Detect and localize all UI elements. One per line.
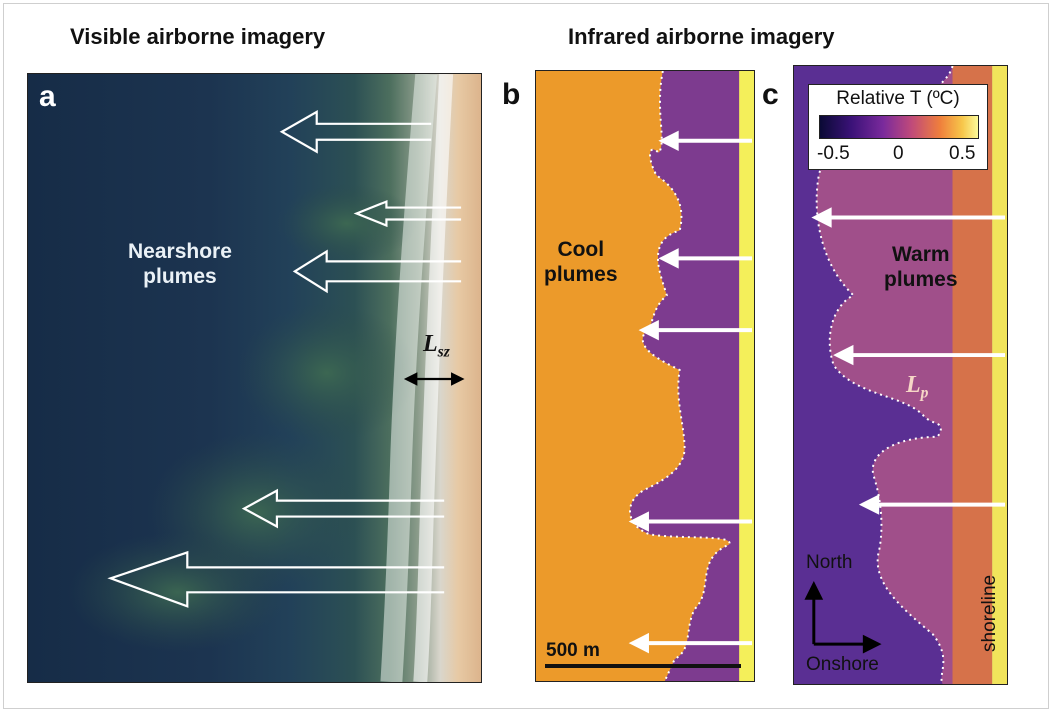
- surf-foam: [380, 74, 438, 682]
- nearshore-plumes-label: Nearshore plumes: [128, 240, 232, 289]
- cool-plumes-label: Cool plumes: [544, 238, 618, 287]
- shoreline-strip: [739, 71, 754, 681]
- infrared-cool-panel: Cool plumes: [535, 70, 755, 682]
- scale-bar-label: 500 m: [546, 640, 600, 661]
- onshore-arrow: [811, 207, 1006, 228]
- onshore-arrow: [658, 130, 753, 151]
- plume-arrow: [279, 109, 432, 154]
- panel-c-letter: c: [762, 78, 779, 111]
- onshore-arrow: [628, 632, 753, 654]
- panel-a-letter: a: [39, 80, 56, 113]
- plume-patch: [276, 183, 417, 264]
- shoreline-strip: [992, 66, 1007, 684]
- plume-arrow: [292, 249, 462, 294]
- colorbar-legend: Relative T (ºC) -0.5 0 0.5: [808, 84, 988, 170]
- panel-b-letter: b: [502, 78, 521, 111]
- colorbar-title: Relative T (ºC): [836, 88, 960, 109]
- plume-arrow: [241, 488, 445, 529]
- plume-arrow: [107, 550, 445, 608]
- plume-arrow: [353, 199, 462, 228]
- onshore-arrow: [638, 319, 753, 341]
- plume-patch: [237, 303, 417, 443]
- compass-onshore-label: Onshore: [806, 654, 879, 675]
- visible-imagery-heading: Visible airborne imagery: [70, 24, 326, 49]
- onshore-arrow: [833, 344, 1006, 366]
- lsz-symbol: L: [423, 331, 438, 357]
- shoreline-label: shoreline: [979, 574, 1000, 652]
- figure-frame: [3, 3, 1049, 709]
- cool-plumes-thermal-image: [536, 71, 754, 681]
- plume-patch: [67, 532, 287, 653]
- visible-image-panel: a Nearshore plumes Lsz: [27, 73, 482, 683]
- colorbar-gradient: [819, 115, 979, 139]
- lsz-label: Lsz: [423, 330, 450, 362]
- infrared-imagery-heading: Infrared airborne imagery: [568, 24, 835, 49]
- compass-north-label: North: [806, 552, 853, 573]
- colorbar-tick-min: -0.5: [817, 143, 850, 164]
- compass-arrows: [804, 580, 882, 654]
- cool-plume-region: [629, 71, 754, 681]
- lp-symbol: L: [906, 372, 921, 398]
- visible-ocean-image: [67, 74, 465, 682]
- onshore-arrow: [628, 511, 753, 532]
- lsz-subscript: sz: [437, 343, 450, 361]
- onshore-arrow: [858, 494, 1006, 515]
- surf-foam: [413, 74, 454, 682]
- warm-plumes-label: Warm plumes: [884, 243, 958, 292]
- colorbar-tick-mid: 0: [893, 143, 904, 164]
- scale-bar: [545, 664, 741, 668]
- lp-subscript: p: [920, 384, 929, 402]
- lsz-arrow: [403, 372, 465, 386]
- onshore-arrow: [658, 248, 753, 269]
- colorbar-tick-max: 0.5: [949, 143, 976, 164]
- lp-label: Lp: [906, 371, 928, 403]
